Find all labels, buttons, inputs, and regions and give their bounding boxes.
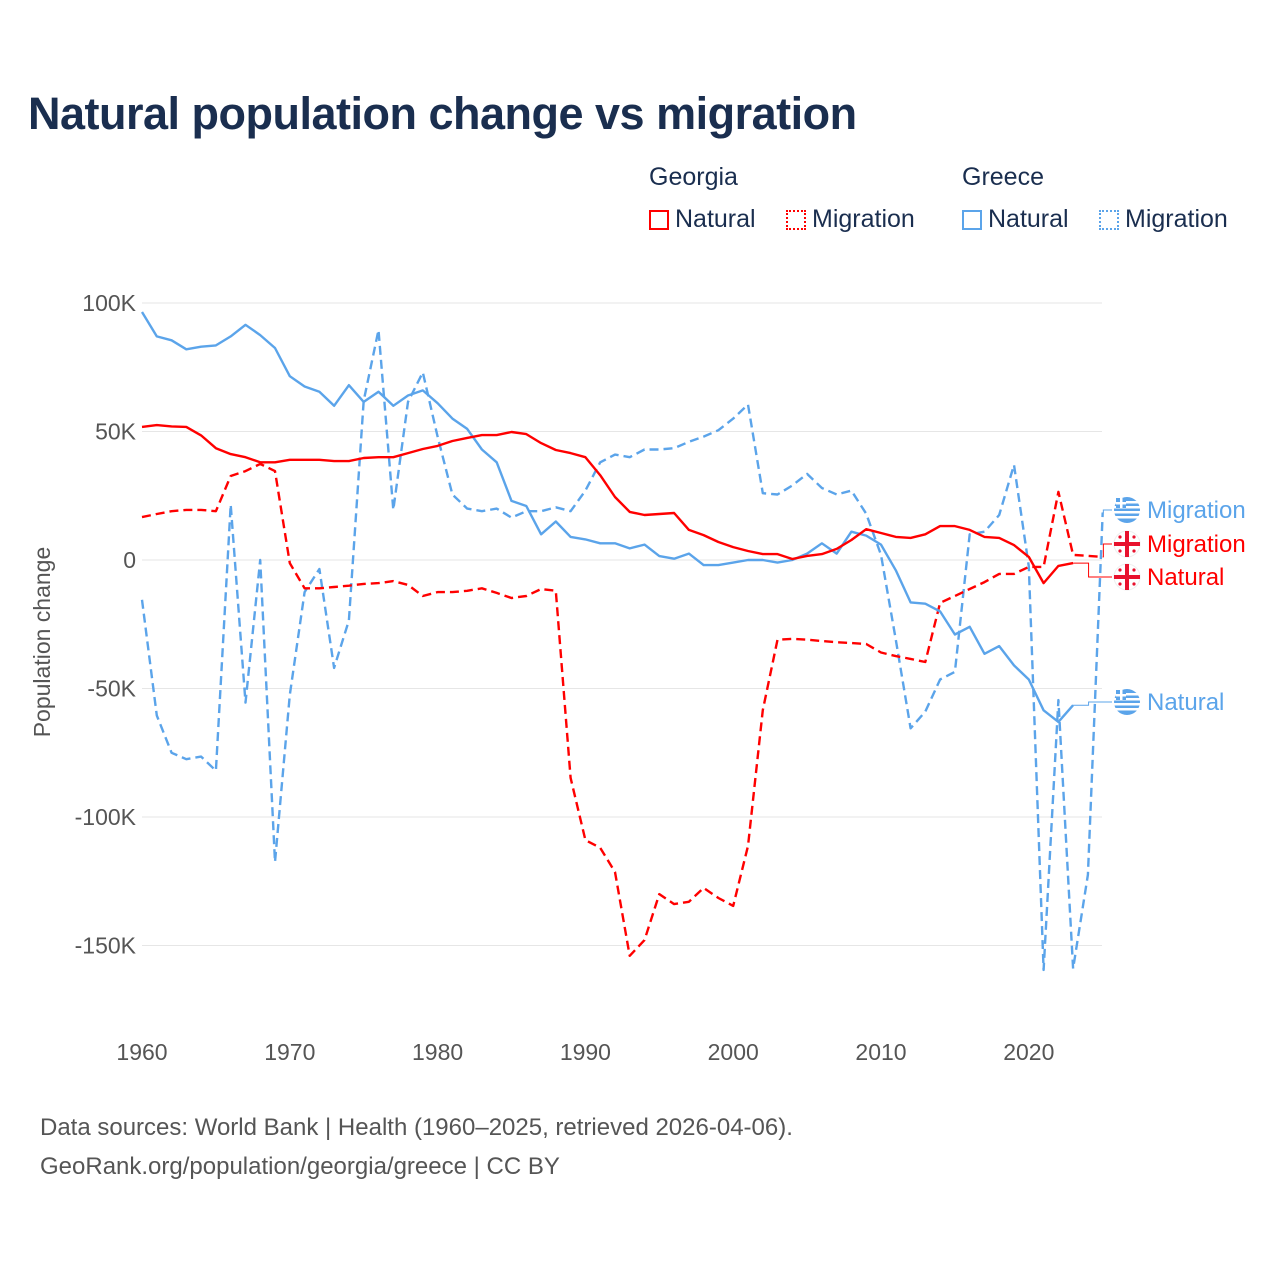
georgia-flag-icon xyxy=(1113,530,1141,558)
flag-small-cross xyxy=(1132,582,1136,586)
legend-swatch xyxy=(649,209,669,230)
series-line-georgia-migration xyxy=(141,462,1103,957)
legend-georgia-migration[interactable]: Migration xyxy=(786,205,915,234)
flag-small-cross xyxy=(1132,568,1136,572)
end-label-greece-natural: Natural xyxy=(1147,689,1224,716)
y-tick-label: 0 xyxy=(123,547,136,573)
flag-small-cross xyxy=(1118,582,1122,586)
x-tick-label: 2020 xyxy=(1003,1039,1054,1065)
flag-stripe xyxy=(1114,506,1140,509)
x-tick-label: 1990 xyxy=(560,1039,611,1065)
flag-cross xyxy=(1116,694,1126,697)
y-tick-label: -100K xyxy=(75,804,137,830)
x-tick-label: 2010 xyxy=(855,1039,906,1065)
legend-label: Natural xyxy=(988,205,1069,233)
flag-stripe xyxy=(1114,708,1140,711)
y-tick-label: 50K xyxy=(95,419,137,445)
legend-greece-migration[interactable]: Migration xyxy=(1099,205,1228,234)
flag-stripe xyxy=(1114,698,1140,701)
legend-swatch xyxy=(786,209,806,230)
flag-cross xyxy=(1116,502,1126,505)
x-tick-label: 1970 xyxy=(264,1039,315,1065)
legend-group-georgia: Georgia xyxy=(649,163,738,191)
chart-title: Natural population change vs migration xyxy=(28,88,857,139)
flag-cross xyxy=(1125,531,1129,557)
flag-stripe xyxy=(1114,511,1140,514)
flag-small-cross xyxy=(1118,549,1122,553)
greece-flag-icon xyxy=(1114,497,1140,523)
footer-sources: Data sources: World Bank | Health (1960–… xyxy=(40,1114,793,1141)
legend-label: Migration xyxy=(812,205,915,233)
flag-small-cross xyxy=(1132,549,1136,553)
flag-small-cross xyxy=(1132,535,1136,539)
label-leader-line xyxy=(1073,562,1112,578)
y-tick-label: 100K xyxy=(82,290,136,316)
legend-greece-natural[interactable]: Natural xyxy=(962,205,1069,234)
series-line-greece-migration xyxy=(140,328,1104,972)
flag-stripe xyxy=(1114,693,1140,696)
flag-stripe xyxy=(1114,703,1140,706)
flag-stripe xyxy=(1114,501,1140,504)
label-leader-line xyxy=(1102,509,1112,513)
legend-label: Natural xyxy=(675,205,756,233)
x-tick-label: 2000 xyxy=(708,1039,759,1065)
footer-link[interactable]: GeoRank.org/population/georgia/greece | … xyxy=(40,1153,560,1180)
x-tick-label: 1980 xyxy=(412,1039,463,1065)
georgia-flag-icon xyxy=(1113,563,1141,591)
flag-cross xyxy=(1125,564,1129,590)
label-leader-line xyxy=(1102,543,1112,558)
end-label-greece-migration: Migration xyxy=(1147,497,1246,524)
series-line-georgia-natural xyxy=(141,423,1074,585)
legend-swatch xyxy=(1099,209,1119,230)
footer: Data sources: World Bank | Health (1960–… xyxy=(40,1108,793,1186)
legend-label: Migration xyxy=(1125,205,1228,233)
end-label-georgia-migration: Migration xyxy=(1147,531,1246,558)
y-tick-label: -150K xyxy=(75,933,137,959)
flag-small-cross xyxy=(1118,535,1122,539)
greece-flag-icon xyxy=(1114,689,1140,715)
y-axis-label: Population change xyxy=(29,547,55,738)
flag-stripe xyxy=(1114,516,1140,519)
label-leader-line xyxy=(1073,701,1112,706)
legend-swatch xyxy=(962,209,982,230)
series-line-greece-natural xyxy=(140,311,1075,724)
legend-group-greece: Greece xyxy=(962,163,1044,191)
flag-small-cross xyxy=(1118,568,1122,572)
x-tick-label: 1960 xyxy=(116,1039,167,1065)
y-tick-label: -50K xyxy=(87,676,136,702)
end-label-georgia-natural: Natural xyxy=(1147,564,1224,591)
legend-georgia-natural[interactable]: Natural xyxy=(649,205,756,234)
